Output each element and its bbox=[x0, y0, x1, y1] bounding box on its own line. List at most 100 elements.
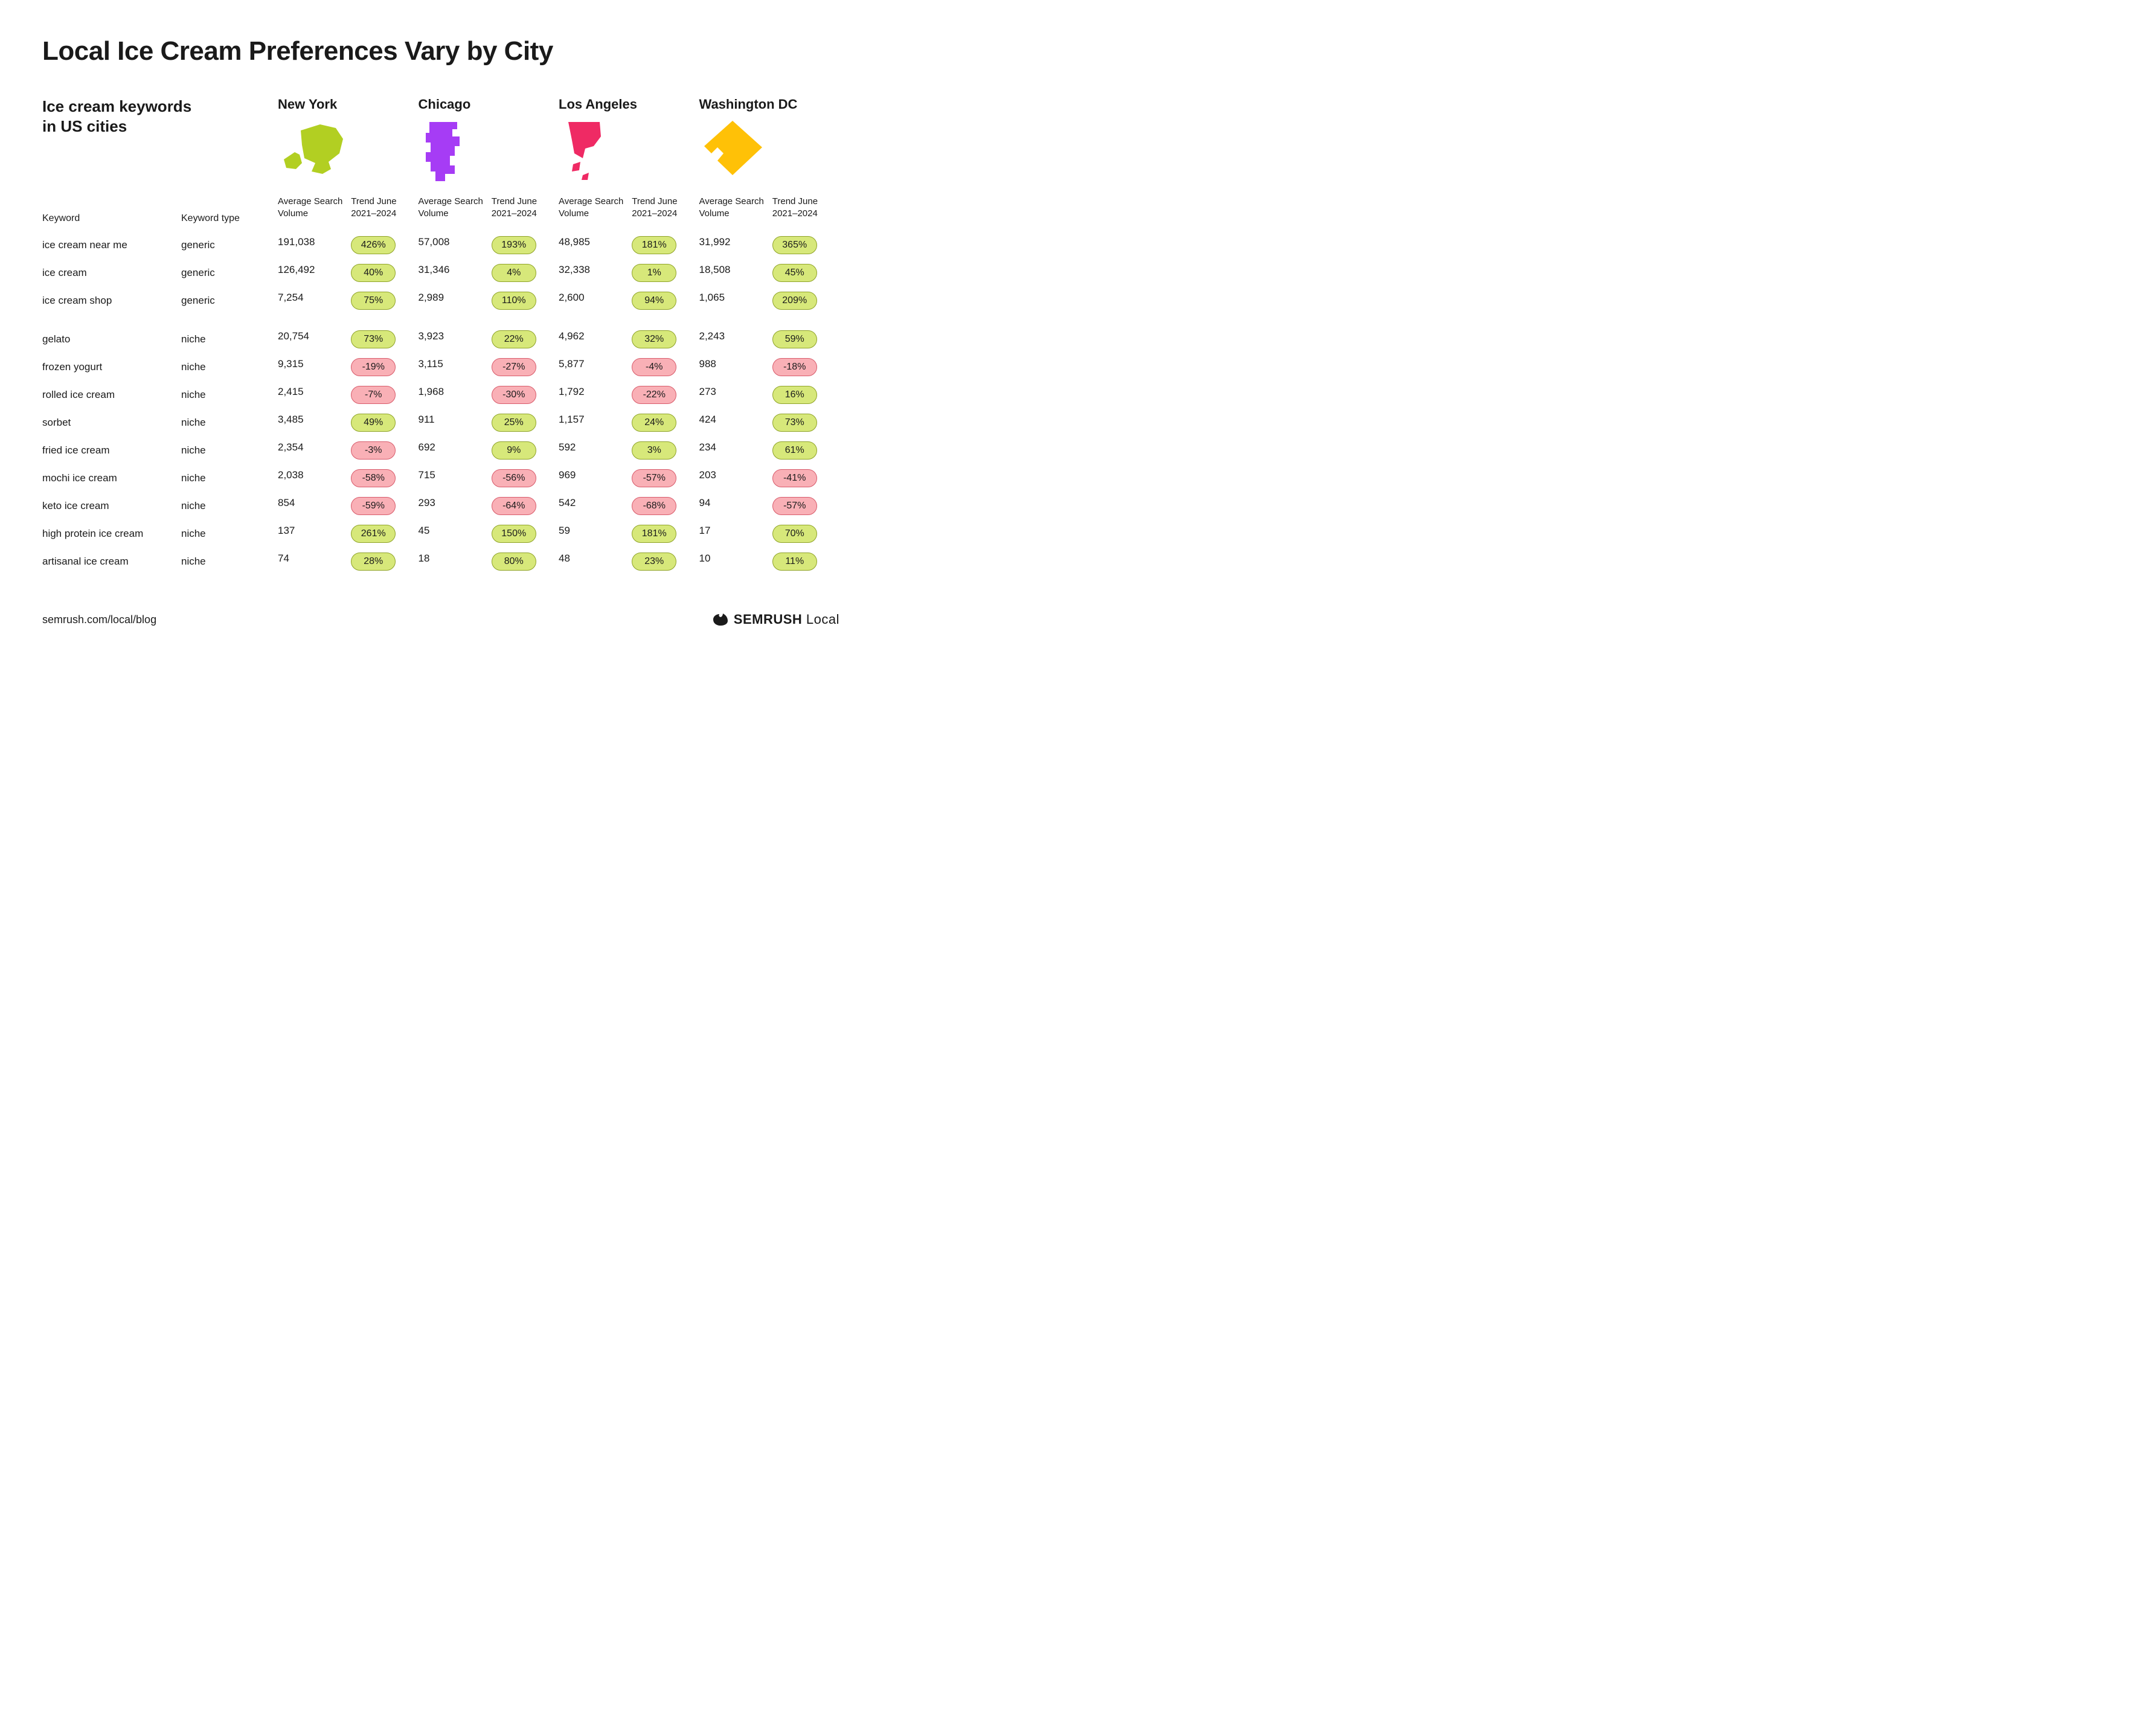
volume-value: 273 bbox=[699, 386, 766, 404]
fire-icon bbox=[712, 613, 729, 626]
city-data-cell: 59181% bbox=[559, 520, 699, 548]
trend-pill: 59% bbox=[772, 330, 817, 348]
trend-pill: -4% bbox=[632, 358, 676, 376]
city-data-cell: 969-57% bbox=[559, 464, 699, 492]
keyword-cell: rolled ice cream bbox=[42, 384, 181, 406]
trend-pill: 28% bbox=[351, 553, 396, 571]
keyword-cell: ice cream shop bbox=[42, 290, 181, 312]
trend-pill: 24% bbox=[632, 414, 676, 432]
volume-value: 592 bbox=[559, 441, 626, 460]
trend-pill: 70% bbox=[772, 525, 817, 543]
trend-pill: -7% bbox=[351, 386, 396, 404]
volume-value: 293 bbox=[419, 497, 486, 515]
trend-pill: 209% bbox=[772, 292, 817, 310]
volume-value: 48,985 bbox=[559, 236, 626, 254]
city-shape-dc-icon bbox=[699, 118, 828, 185]
city-data-cell: 91125% bbox=[419, 409, 559, 437]
keyword-cell: artisanal ice cream bbox=[42, 551, 181, 572]
city-data-cell: 1,968-30% bbox=[419, 381, 559, 409]
volume-value: 4,962 bbox=[559, 330, 626, 348]
trend-pill: -3% bbox=[351, 441, 396, 460]
keyword-cell: gelato bbox=[42, 318, 181, 350]
trend-pill: 22% bbox=[492, 330, 536, 348]
volume-value: 137 bbox=[278, 525, 345, 543]
trend-pill: -58% bbox=[351, 469, 396, 487]
volume-value: 234 bbox=[699, 441, 766, 460]
keyword-cell: ice cream near me bbox=[42, 234, 181, 256]
city-data-cell: 94-57% bbox=[699, 492, 840, 520]
footer-source: semrush.com/local/blog bbox=[42, 614, 156, 626]
trend-pill: 181% bbox=[632, 236, 676, 254]
city-header-dc: Washington DC bbox=[699, 97, 840, 185]
volume-value: 31,346 bbox=[419, 264, 486, 282]
volume-value: 45 bbox=[419, 525, 486, 543]
volume-value: 94 bbox=[699, 497, 766, 515]
city-data-cell: 31,992365% bbox=[699, 231, 840, 259]
volume-value: 59 bbox=[559, 525, 626, 543]
city-data-cell: 854-59% bbox=[278, 492, 419, 520]
volume-value: 9,315 bbox=[278, 358, 345, 376]
volume-value: 2,354 bbox=[278, 441, 345, 460]
col-trend: Trend June 2021–2024 bbox=[772, 196, 839, 224]
city-data-cell: 191,038426% bbox=[278, 231, 419, 259]
trend-pill: 110% bbox=[492, 292, 536, 310]
city-data-cell: 293 -64% bbox=[419, 492, 559, 520]
col-avg-volume: Average Search Volume bbox=[419, 196, 486, 224]
volume-value: 3,115 bbox=[419, 358, 486, 376]
col-trend: Trend June 2021–2024 bbox=[351, 196, 418, 224]
trend-pill: -64% bbox=[492, 497, 536, 515]
keyword-cell: ice cream bbox=[42, 262, 181, 284]
page-title: Local Ice Cream Preferences Vary by City bbox=[42, 36, 839, 66]
city-data-cell: 42473% bbox=[699, 409, 840, 437]
volume-value: 3,485 bbox=[278, 414, 345, 432]
city-data-cell: 592 3% bbox=[559, 437, 699, 464]
city-data-cell: 3,115 -27% bbox=[419, 353, 559, 381]
trend-pill: 261% bbox=[351, 525, 396, 543]
volume-value: 31,992 bbox=[699, 236, 766, 254]
trend-pill: 73% bbox=[772, 414, 817, 432]
city-header-la: Los Angeles bbox=[559, 97, 699, 185]
trend-pill: 61% bbox=[772, 441, 817, 460]
trend-pill: 4% bbox=[492, 264, 536, 282]
keyword-type-cell: niche bbox=[181, 356, 278, 378]
city-name: New York bbox=[278, 97, 406, 112]
trend-pill: 193% bbox=[492, 236, 536, 254]
volume-value: 1,157 bbox=[559, 414, 626, 432]
city-name: Chicago bbox=[419, 97, 547, 112]
trend-pill: 80% bbox=[492, 553, 536, 571]
brand-text: SEMRUSH bbox=[734, 612, 803, 627]
trend-pill: -27% bbox=[492, 358, 536, 376]
trend-pill: 94% bbox=[632, 292, 676, 310]
city-data-cell: 4823% bbox=[559, 548, 699, 575]
keyword-cell: frozen yogurt bbox=[42, 356, 181, 378]
header-row-columns: Keyword Keyword type Average Search Volu… bbox=[42, 196, 839, 224]
keyword-cell: mochi ice cream bbox=[42, 467, 181, 489]
volume-value: 17 bbox=[699, 525, 766, 543]
city-data-cell: 9,315-19% bbox=[278, 353, 419, 381]
trend-pill: 45% bbox=[772, 264, 817, 282]
volume-value: 854 bbox=[278, 497, 345, 515]
city-header-chicago: Chicago bbox=[419, 97, 559, 185]
volume-value: 3,923 bbox=[419, 330, 486, 348]
col-keyword-type: Keyword type bbox=[181, 213, 278, 224]
city-data-cell: 1011% bbox=[699, 548, 840, 575]
trend-pill: 3% bbox=[632, 441, 676, 460]
volume-value: 2,243 bbox=[699, 330, 766, 348]
city-data-cell: 18,50845% bbox=[699, 259, 840, 287]
volume-value: 969 bbox=[559, 469, 626, 487]
city-data-cell: 48,985 181% bbox=[559, 231, 699, 259]
city-data-cell: 2,038-58% bbox=[278, 464, 419, 492]
trend-pill: 73% bbox=[351, 330, 396, 348]
city-data-cell: 1,157 24% bbox=[559, 409, 699, 437]
volume-value: 692 bbox=[419, 441, 486, 460]
keyword-type-cell: niche bbox=[181, 467, 278, 489]
city-shape-chicago-icon bbox=[419, 118, 547, 185]
volume-value: 2,600 bbox=[559, 292, 626, 310]
city-data-cell: 3,923 22% bbox=[419, 315, 559, 353]
semrush-logo: SEMRUSH Local bbox=[712, 612, 839, 627]
volume-value: 1,968 bbox=[419, 386, 486, 404]
col-keyword: Keyword bbox=[42, 213, 181, 224]
city-data-cell: 45150% bbox=[419, 520, 559, 548]
volume-value: 48 bbox=[559, 553, 626, 571]
city-data-cell: 988-18% bbox=[699, 353, 840, 381]
